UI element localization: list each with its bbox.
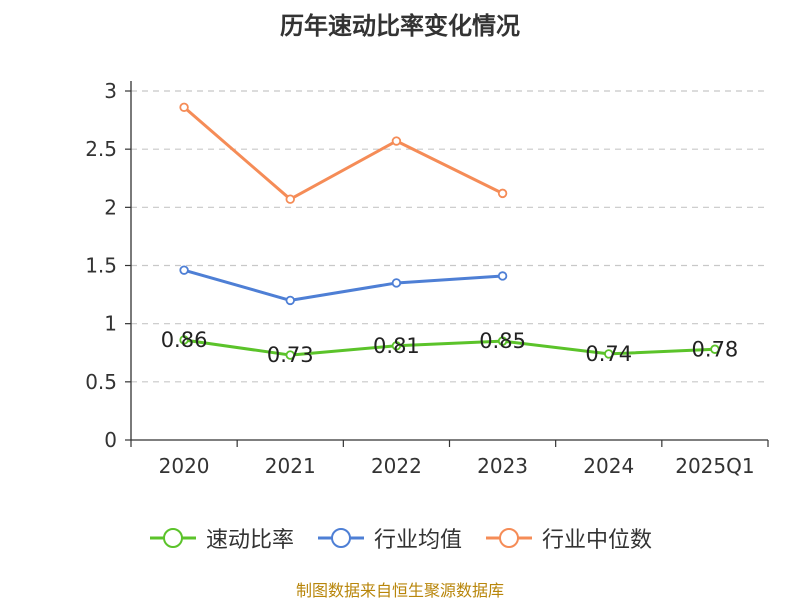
- y-tick-label: 0: [104, 428, 117, 452]
- data-label: 0.73: [267, 343, 314, 367]
- data-label: 0.74: [585, 342, 632, 366]
- legend-item-2[interactable]: 行业均值: [316, 522, 462, 554]
- legend-swatch-icon: [317, 528, 364, 548]
- data-label: 0.78: [692, 337, 739, 361]
- data-label: 0.81: [373, 334, 420, 358]
- data-point: [604, 349, 614, 359]
- data-point: [179, 335, 189, 345]
- series-line-3: [183, 106, 504, 201]
- data-point: [497, 336, 508, 346]
- y-tick-label: 1.5: [85, 254, 117, 278]
- data-point: [497, 271, 508, 281]
- data-point: [179, 265, 189, 275]
- y-tick-label: 2: [104, 195, 117, 219]
- x-tick-label: 2024: [583, 454, 634, 478]
- data-label: 0.85: [479, 329, 526, 353]
- data-point: [391, 278, 402, 288]
- data-point: [391, 136, 402, 146]
- data-point: [285, 295, 295, 306]
- x-tick-label: 2025Q1: [675, 454, 754, 478]
- data-point: [497, 188, 508, 199]
- legend-label: 速动比率: [205, 528, 294, 553]
- data-point: [285, 350, 295, 360]
- data-point: [710, 344, 720, 354]
- x-tick-label: 2022: [371, 454, 422, 478]
- y-tick-label: 2.5: [85, 137, 117, 161]
- source-note: 制图数据来自恒生聚源数据库: [295, 581, 504, 600]
- legend-swatch-icon: [149, 528, 196, 548]
- x-tick-label: 2023: [477, 454, 528, 478]
- series-line-2: [183, 268, 503, 302]
- data-point: [285, 194, 295, 204]
- legend-label: 行业中位数: [542, 528, 653, 553]
- series-line-1: [183, 338, 715, 357]
- y-tick-label: 1: [104, 312, 117, 336]
- legend-item-1[interactable]: 速动比率: [148, 522, 294, 554]
- data-point: [179, 102, 189, 112]
- y-tick-label: 3: [104, 79, 117, 103]
- x-tick-label: 2021: [265, 454, 316, 478]
- legend-swatch-icon: [486, 528, 532, 548]
- y-tick-label: 0.5: [85, 370, 117, 394]
- legend-item-3[interactable]: 行业中位数: [484, 522, 652, 554]
- legend: 速动比率 行业均值 行业中位数: [0, 520, 800, 556]
- legend-label: 行业均值: [373, 528, 462, 553]
- x-tick-label: 2020: [159, 454, 210, 478]
- chart-title: 历年速动比率变化情况: [280, 12, 520, 40]
- data-point: [391, 341, 402, 351]
- data-label: 0.86: [161, 328, 208, 352]
